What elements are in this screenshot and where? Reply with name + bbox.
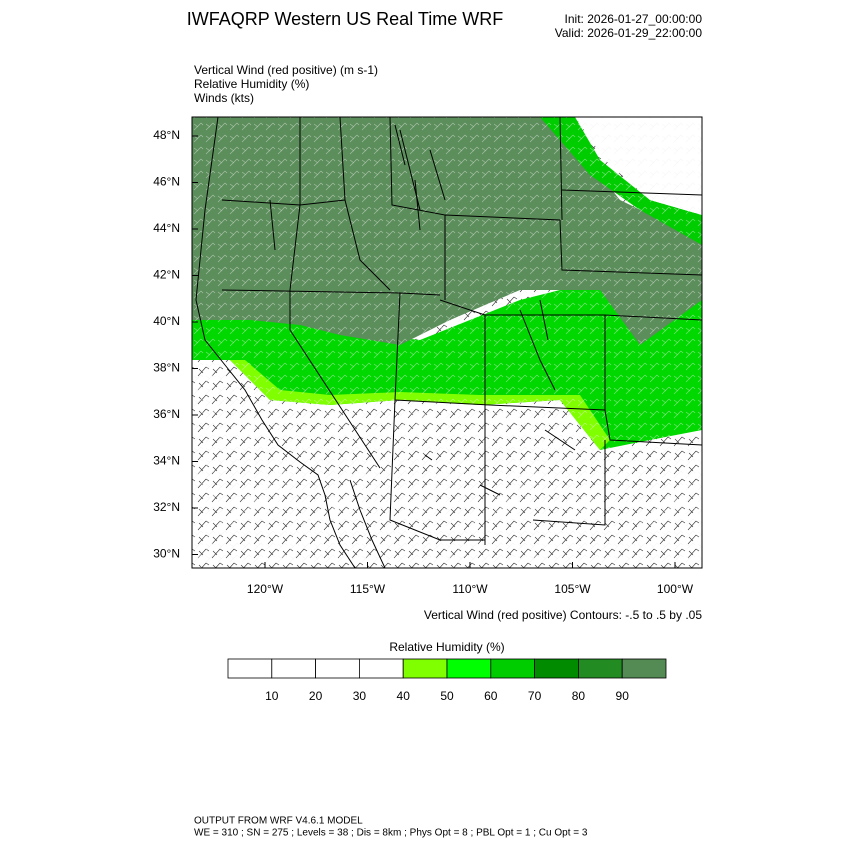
footer-config: WE = 310 ; SN = 275 ; Levels = 38 ; Dis … [194, 828, 588, 839]
colorbar-box [227, 658, 273, 679]
init-time: Init: 2026-01-27_00:00:00 [565, 12, 703, 26]
title: IWFAQRP Western US Real Time WRF [187, 9, 503, 29]
colorbar-label: 10 [265, 689, 279, 703]
colorbar-label: 90 [616, 689, 630, 703]
lat-label: 44°N [153, 221, 180, 235]
colorbar-box [271, 658, 316, 679]
lat-label: 46°N [153, 175, 180, 189]
colorbar: 10 20 30 40 50 60 70 80 90 [227, 658, 667, 703]
lat-label: 42°N [153, 268, 180, 282]
colorbar-box [315, 658, 360, 679]
lat-label: 30°N [153, 547, 180, 561]
field-label: Vertical Wind (red positive) (m s-1) [194, 63, 378, 77]
field-label: Winds (kts) [194, 91, 254, 105]
footer-model: OUTPUT FROM WRF V4.6.1 MODEL [194, 816, 363, 827]
colorbar-label: 60 [484, 689, 498, 703]
lon-label: 120°W [247, 582, 284, 596]
colorbar-label: 50 [440, 689, 454, 703]
lon-label: 100°W [657, 582, 694, 596]
colorbar-box [358, 658, 404, 679]
map-frame [191, 116, 703, 569]
lat-label: 32°N [153, 500, 180, 514]
lat-label: 40°N [153, 314, 180, 328]
colorbar-label: 40 [397, 689, 411, 703]
wind-barbs-overlay [192, 117, 702, 568]
lat-labels: 48°N 46°N 44°N 42°N 40°N 38°N 36°N 34°N 32°N 30°N [153, 128, 198, 561]
contour-note: Vertical Wind (red positive) Contours: -… [424, 608, 702, 622]
colorbar-label: 30 [353, 689, 367, 703]
map-field [192, 117, 702, 568]
lat-label: 38°N [153, 361, 180, 375]
colorbar-label: 70 [528, 689, 542, 703]
colorbar-box [534, 658, 579, 679]
colorbar-box [490, 658, 535, 679]
colorbar-title: Relative Humidity (%) [389, 640, 504, 654]
coastline [195, 117, 386, 568]
lat-label: 36°N [153, 407, 180, 421]
colorbar-box [578, 658, 623, 679]
valid-time: Valid: 2026-01-29_22:00:00 [555, 26, 703, 40]
lon-label: 110°W [452, 582, 488, 596]
colorbar-box [446, 658, 492, 679]
updraft-contours [399, 129, 576, 496]
colorbar-label: 20 [309, 689, 323, 703]
colorbar-box [621, 658, 667, 679]
lat-label: 48°N [153, 128, 180, 142]
lon-label: 115°W [350, 582, 386, 596]
field-label: Relative Humidity (%) [194, 77, 309, 91]
lon-labels: 120°W 115°W 110°W 105°W 100°W [247, 562, 694, 596]
colorbar-box [402, 658, 448, 679]
lon-label: 105°W [554, 582, 591, 596]
downdraft-contours [269, 124, 549, 341]
colorbar-label: 80 [572, 689, 586, 703]
lat-label: 34°N [153, 454, 180, 468]
